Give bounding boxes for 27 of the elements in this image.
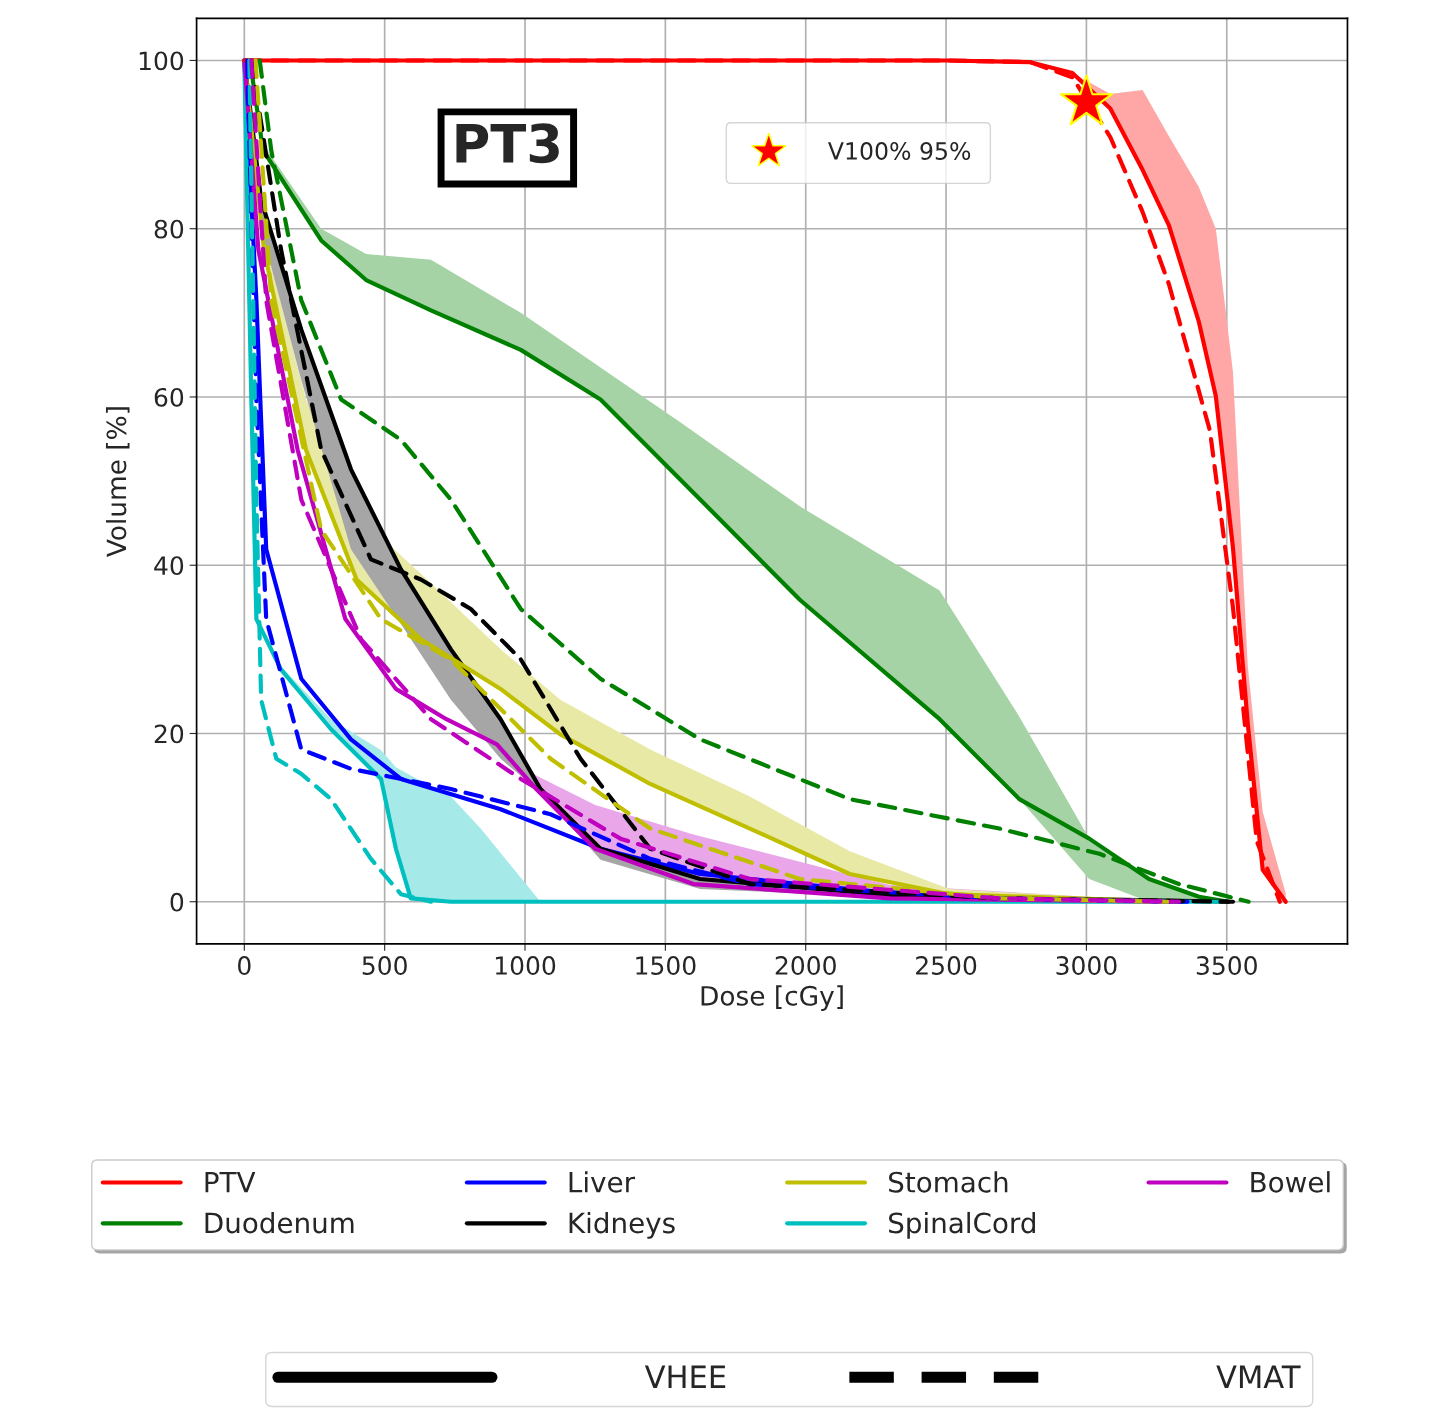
legend-label: Bowel: [1251, 1171, 1330, 1193]
x-tick-label: 1000: [495, 956, 556, 975]
y-tick-label: 0: [170, 892, 184, 912]
x-axis-title: Dose [cGy]: [701, 985, 843, 1011]
text: VMAT: [1216, 1365, 1301, 1388]
annotation: PT3: [456, 123, 559, 164]
x-tick-label: 3500: [1196, 956, 1257, 975]
x-tick-label: 3000: [1056, 956, 1117, 975]
y-tick-label: 40: [154, 556, 184, 576]
x-tick-label: 2000: [775, 956, 836, 975]
y-tick-label: 80: [154, 219, 184, 239]
legend-label: SpinalCord: [889, 1211, 1035, 1239]
x-tick-label: 0: [238, 956, 251, 975]
text: VHEE: [644, 1365, 726, 1388]
x-tick-label: 500: [362, 956, 407, 975]
legend-label: Kidneys: [569, 1211, 675, 1239]
x-tick-label: 1500: [636, 956, 696, 975]
legend-label: Stomach: [889, 1171, 1008, 1193]
y-axis-title: Volume [%]: [105, 407, 130, 557]
y-tick-label: 20: [154, 724, 184, 744]
y-tick-label: 60: [154, 387, 184, 407]
legend-label: PTV: [205, 1172, 256, 1193]
legend-label: Duodenum: [205, 1211, 354, 1234]
y-tick-label: 100: [139, 51, 184, 71]
legend-label: V100% 95%: [828, 142, 971, 160]
x-tick-label: 2500: [916, 956, 977, 975]
legend-label: Liver: [569, 1171, 636, 1193]
